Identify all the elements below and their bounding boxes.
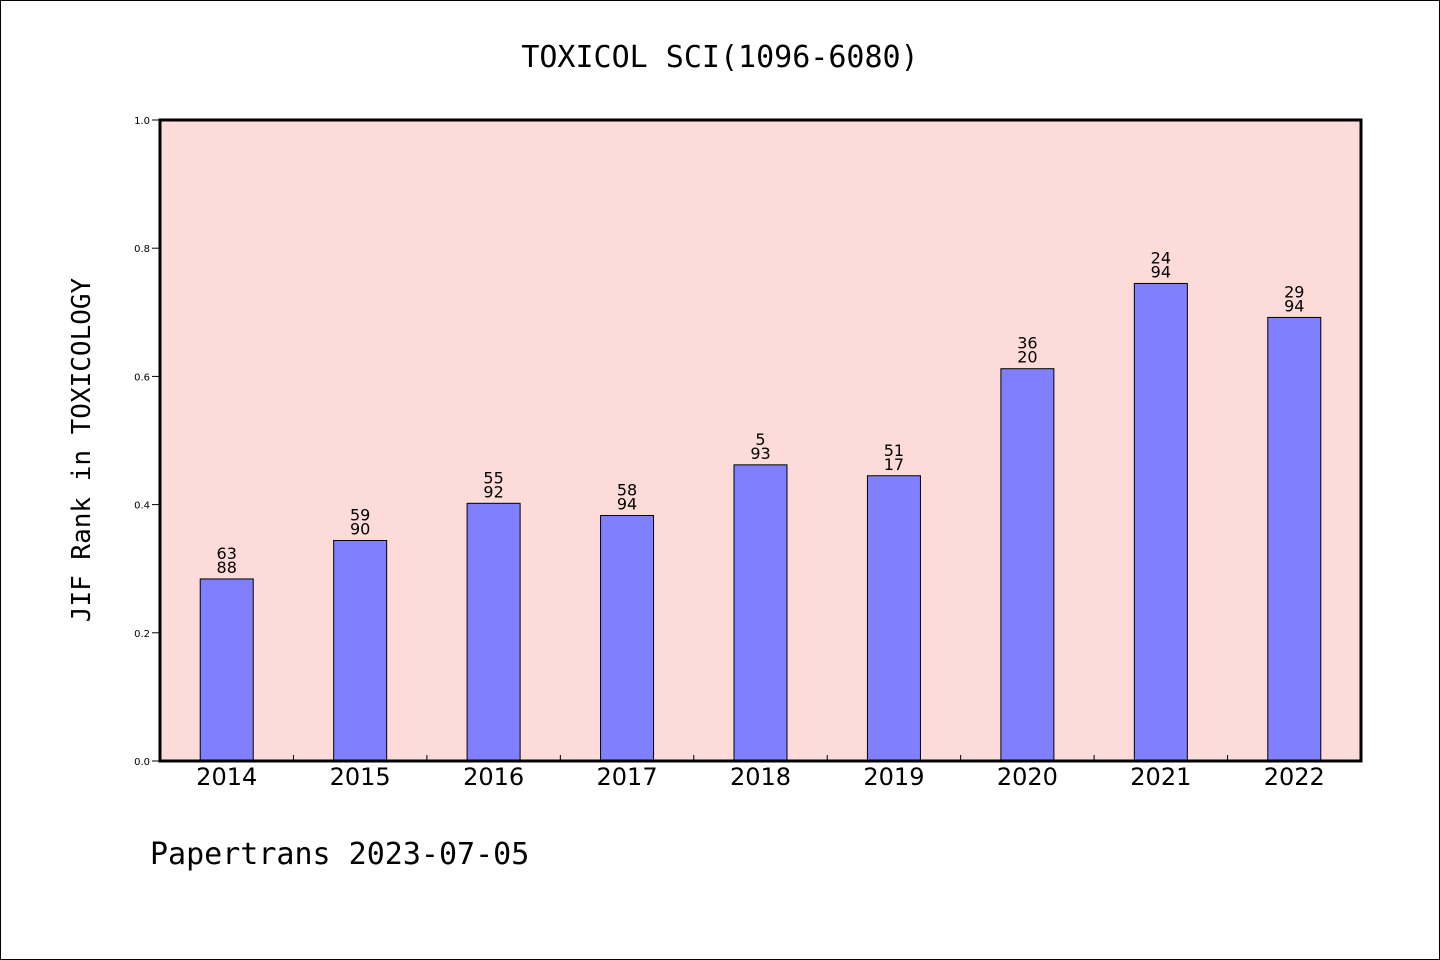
data-label-bottom-2019: 17 (884, 455, 904, 474)
bar-2014 (199, 578, 254, 762)
y-tick-label: 0.2 (134, 629, 150, 640)
bar-2022 (1267, 316, 1322, 762)
x-tick-label-2014: 2014 (196, 763, 257, 791)
data-label-top-2021: 24 (1151, 248, 1171, 267)
x-tick-label-2017: 2017 (597, 763, 658, 791)
data-label-top-2018: 5 (755, 430, 765, 449)
data-label-bottom-2021: 94 (1151, 262, 1171, 281)
x-tick-label-2021: 2021 (1130, 763, 1191, 791)
x-axis-ticks: 2014 2015 2016 2017 2018 2019 2020 2021 2022 (196, 755, 1325, 791)
x-tick-label-2020: 2020 (997, 763, 1058, 791)
data-label-bottom-2015: 90 (350, 519, 370, 538)
bar-2018 (733, 464, 788, 762)
y-tick-label: 0.4 (134, 501, 150, 512)
bar-2017 (600, 514, 655, 762)
y-tick-label: 0.0 (134, 757, 150, 768)
data-label-bottom-2014: 88 (217, 558, 237, 577)
data-label-top-2014: 63 (217, 544, 237, 563)
bar-2021 (1133, 282, 1188, 762)
x-tick-label-2019: 2019 (863, 763, 924, 791)
x-tick-label-2018: 2018 (730, 763, 791, 791)
data-label-bottom-2017: 94 (617, 494, 637, 513)
bar-2020 (1000, 368, 1055, 762)
y-axis-ticks: 0.0 0.2 0.4 0.6 0.8 1.0 (134, 116, 160, 768)
data-label-top-2017: 58 (617, 480, 637, 499)
data-label-top-2016: 55 (483, 468, 503, 487)
footer-credit: Papertrans 2023-07-05 (150, 837, 529, 872)
x-tick-label-2016: 2016 (463, 763, 524, 791)
bar-2016 (466, 502, 521, 762)
data-label-top-2022: 29 (1284, 282, 1304, 301)
data-label-top-2019: 51 (884, 441, 904, 460)
y-tick-label: 0.8 (134, 244, 150, 255)
y-tick-label: 0.6 (134, 372, 150, 383)
data-label-bottom-2022: 94 (1284, 296, 1304, 315)
data-label-bottom-2020: 20 (1017, 348, 1037, 367)
y-tick-label: 1.0 (134, 116, 150, 127)
data-label-bottom-2018: 93 (750, 444, 770, 463)
chart-title: TOXICOL SCI(1096-6080) (521, 40, 918, 75)
bar-2015 (333, 539, 388, 762)
data-label-top-2020: 36 (1017, 334, 1037, 353)
x-tick-label-2015: 2015 (330, 763, 391, 791)
y-axis-label: JIF Rank in TOXICOLOGY (67, 277, 97, 622)
data-label-top-2015: 59 (350, 505, 370, 524)
bar-2019 (866, 475, 921, 762)
bars-group (199, 282, 1322, 762)
plot-border (158, 118, 1363, 763)
x-tick-label-2022: 2022 (1264, 763, 1325, 791)
data-label-bottom-2016: 92 (483, 482, 503, 501)
